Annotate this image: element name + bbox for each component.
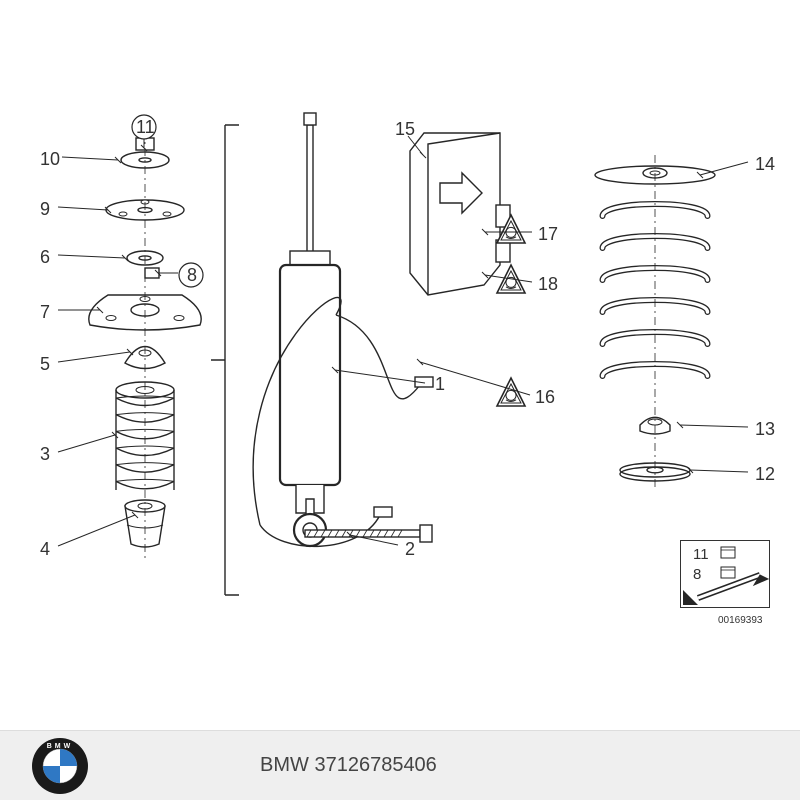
part-identifier: BMW 37126785406 <box>260 754 437 777</box>
svg-text:16: 16 <box>535 387 555 407</box>
svg-text:11: 11 <box>136 117 155 137</box>
svg-text:9: 9 <box>40 199 50 219</box>
svg-text:15: 15 <box>395 119 415 139</box>
svg-text:6: 6 <box>40 247 50 267</box>
part-number: 37126785406 <box>314 754 436 776</box>
svg-text:12: 12 <box>755 464 775 484</box>
svg-text:1: 1 <box>435 374 445 394</box>
svg-text:17: 17 <box>538 224 558 244</box>
svg-text:3: 3 <box>40 444 50 464</box>
parts-diagram: 123456789101112131415161718118 <box>0 0 800 800</box>
legend-box <box>680 540 770 608</box>
svg-text:BMW: BMW <box>47 743 74 750</box>
svg-text:8: 8 <box>187 265 197 285</box>
svg-text:7: 7 <box>40 302 50 322</box>
brand-label: BMW <box>260 754 309 776</box>
svg-text:4: 4 <box>40 539 50 559</box>
svg-text:5: 5 <box>40 354 50 374</box>
svg-text:13: 13 <box>755 419 775 439</box>
svg-text:10: 10 <box>40 149 60 169</box>
svg-text:2: 2 <box>405 539 415 559</box>
drawing-number: 00169393 <box>718 615 763 626</box>
svg-text:14: 14 <box>755 154 775 174</box>
svg-text:18: 18 <box>538 274 558 294</box>
footer-bar: BMW BMW 37126785406 <box>0 730 800 800</box>
bmw-logo: BMW <box>30 736 90 796</box>
